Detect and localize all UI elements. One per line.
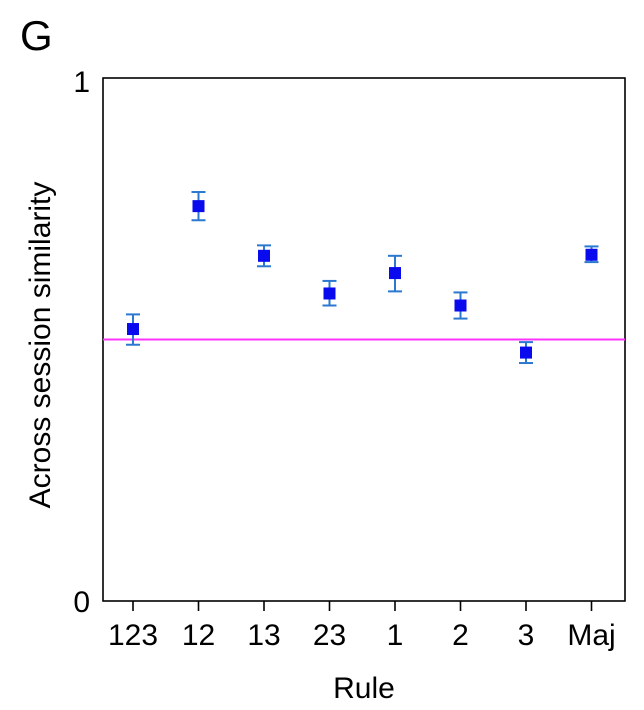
x-tick-label: Maj bbox=[567, 619, 615, 652]
x-tick-label: 12 bbox=[182, 619, 215, 652]
y-axis-label: Across session similarity bbox=[24, 182, 57, 509]
x-tick-label: 123 bbox=[108, 619, 158, 652]
data-point bbox=[389, 267, 401, 280]
x-ticks: 123 12 13 23 1 2 3 Maj bbox=[108, 601, 616, 652]
x-tick-label: 2 bbox=[452, 619, 469, 652]
data-point bbox=[192, 200, 205, 213]
data-point bbox=[585, 248, 598, 261]
y-tick-label-top: 1 bbox=[73, 66, 90, 99]
data-point bbox=[454, 299, 467, 312]
panel-label: G bbox=[20, 12, 53, 59]
y-tick-label-bottom: 0 bbox=[73, 586, 90, 619]
data-point bbox=[520, 346, 532, 359]
y-axis: 1 0 bbox=[73, 66, 90, 619]
x-axis-label: Rule bbox=[333, 672, 395, 705]
x-tick-label: 3 bbox=[518, 619, 535, 652]
x-tick-label: 13 bbox=[247, 619, 280, 652]
data-point bbox=[323, 287, 336, 300]
data-point bbox=[127, 323, 139, 336]
error-bars bbox=[126, 191, 599, 365]
x-tick-label: 23 bbox=[313, 619, 346, 652]
data-markers bbox=[127, 200, 598, 359]
data-point bbox=[258, 249, 270, 262]
x-tick-label: 1 bbox=[387, 619, 404, 652]
